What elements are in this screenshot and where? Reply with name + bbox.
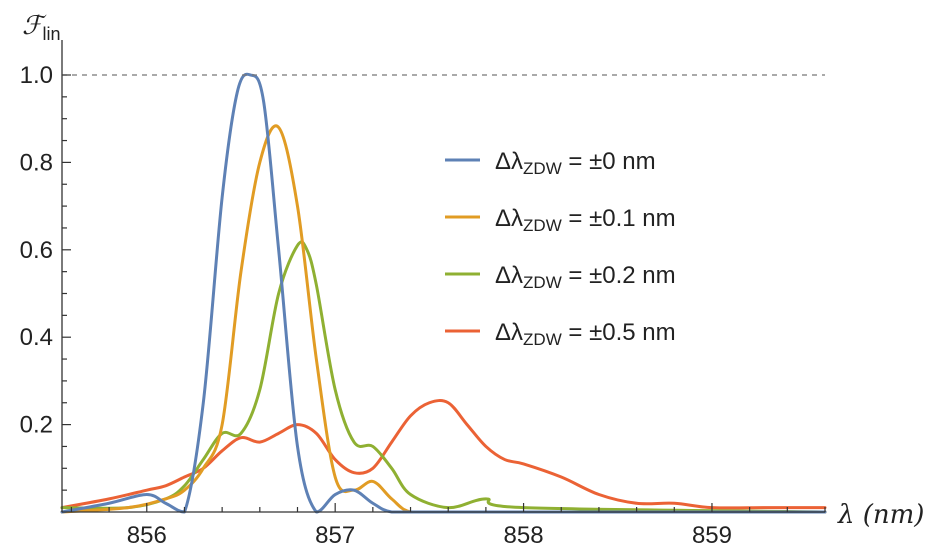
- y-tick-label: 0.6: [20, 237, 53, 264]
- series-line-0: [60, 72, 827, 514]
- legend-label-1: ΔλZDW = ±0.1 nm: [495, 205, 676, 235]
- x-tick-label: 856: [127, 522, 167, 549]
- legend: ΔλZDW = ±0 nm ΔλZDW = ±0.1 nm ΔλZDW = ±0.2…: [445, 148, 676, 349]
- y-axis-title: ℱlin: [22, 11, 60, 44]
- y-tick-label: 1.0: [20, 62, 53, 89]
- ticks: [62, 74, 826, 512]
- x-tick-label: 858: [504, 522, 544, 549]
- tick-labels: 856 857 858 859 0.2 0.4 0.6 0.8 1.0: [20, 62, 732, 549]
- x-tick-label: 859: [692, 522, 732, 549]
- series-line-2: [60, 240, 827, 514]
- series-line-1: [60, 124, 827, 514]
- legend-label-3: ΔλZDW = ±0.5 nm: [495, 319, 676, 349]
- y-tick-label: 0.2: [20, 412, 53, 439]
- x-tick-label: 857: [315, 522, 355, 549]
- x-axis-title: λ (nm): [837, 500, 924, 530]
- y-tick-label: 0.4: [20, 324, 53, 351]
- y-axis-title-subscript: lin: [42, 24, 60, 44]
- plot-lines: [60, 72, 827, 514]
- legend-label-0: ΔλZDW = ±0 nm: [495, 148, 656, 178]
- axes: [61, 40, 825, 513]
- y-tick-label: 0.8: [20, 149, 53, 176]
- legend-label-2: ΔλZDW = ±0.2 nm: [495, 262, 676, 292]
